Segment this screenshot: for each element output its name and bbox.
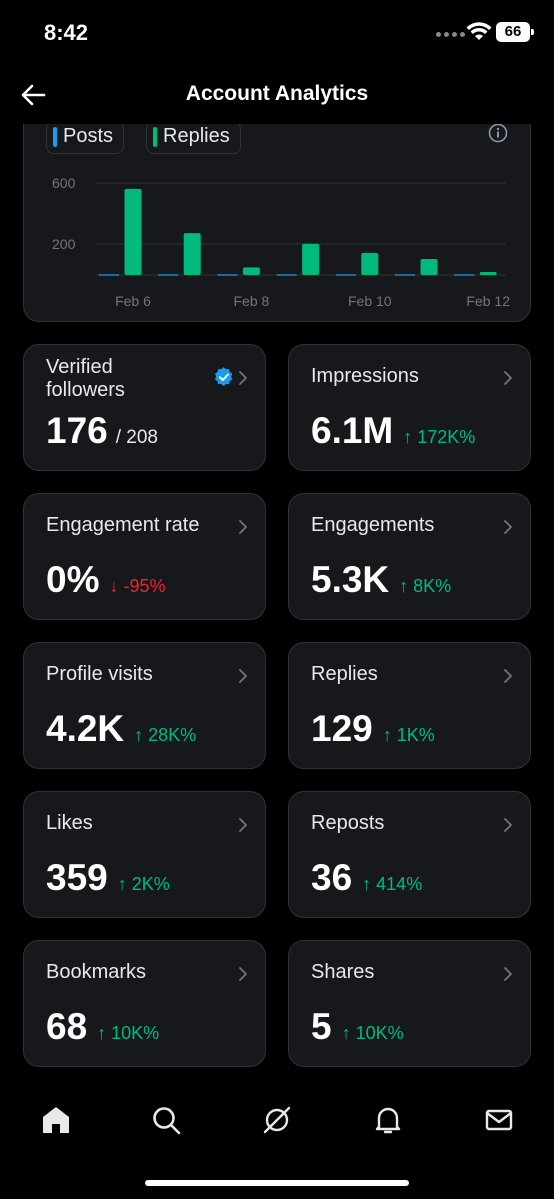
- x-tick-label: Feb 12: [466, 293, 510, 309]
- metric-total: / 208: [115, 427, 158, 448]
- bell-icon[interactable]: [372, 1104, 404, 1136]
- activity-bar-chart: 600 200 Feb 6 Feb 8 Feb 10 Feb 12: [52, 175, 510, 309]
- metric-change: ↑ 28K%: [134, 725, 197, 745]
- activity-chart-card: 600 200 Feb 6 Feb 8 Feb 10 Feb 12 Posts Repli…: [23, 90, 531, 322]
- metric-value: 6.1M: [311, 410, 394, 451]
- status-time: 8:42: [44, 20, 89, 45]
- chevron-right-icon: [239, 669, 247, 683]
- bar-replies: [479, 271, 497, 275]
- bar-replies: [124, 188, 142, 275]
- wifi-icon: [466, 22, 492, 40]
- verified-badge-icon: [214, 367, 233, 386]
- chevron-right-icon: [239, 371, 247, 385]
- metric-value: 5.3K: [311, 559, 390, 600]
- chart-legend: Posts Replies: [46, 121, 241, 154]
- legend-replies[interactable]: Replies: [146, 121, 241, 154]
- info-icon[interactable]: [488, 123, 508, 143]
- metric-value-row: 4.2K ↑ 28K%: [46, 707, 196, 757]
- metric-card-engagement-rate[interactable]: Engagement rate 0% ↓ -95%: [23, 493, 266, 620]
- metric-label: Bookmarks: [46, 961, 147, 983]
- metric-change: ↑ 10K%: [97, 1023, 160, 1043]
- y-tick-label: 600: [52, 175, 76, 191]
- metric-change: ↑ 414%: [362, 874, 423, 894]
- metric-card-likes[interactable]: Likes 359 ↑ 2K%: [23, 791, 266, 918]
- metric-value-row: 36 ↑ 414%: [311, 856, 422, 906]
- metric-label: Engagements: [311, 514, 435, 536]
- metric-value-row: 129 ↑ 1K%: [311, 707, 435, 757]
- page-title-overlay: Account Analytics: [185, 82, 369, 105]
- metric-change: ↑ 2K%: [117, 874, 170, 894]
- metric-card-shares[interactable]: Shares 5 ↑ 10K%: [288, 940, 531, 1067]
- metric-label: Reposts: [311, 812, 385, 834]
- legend-swatch-replies: [153, 126, 158, 147]
- legend-swatch-posts: [53, 126, 57, 147]
- home-icon[interactable]: [40, 1104, 72, 1136]
- metric-card-reposts[interactable]: Reposts 36 ↑ 414%: [288, 791, 531, 918]
- metric-label: Engagement rate: [46, 514, 200, 536]
- metric-value: 36: [311, 857, 353, 898]
- bar-replies: [420, 258, 438, 275]
- cellular-signal-icon: [436, 32, 466, 38]
- metric-value: 5: [311, 1006, 332, 1047]
- chevron-right-icon: [504, 818, 512, 832]
- metric-value-row: 359 ↑ 2K%: [46, 856, 170, 906]
- header-overlay: Account Analytics: [0, 66, 554, 124]
- metric-card-bookmarks[interactable]: Bookmarks 68 ↑ 10K%: [23, 940, 266, 1067]
- x-tick-label: Feb 10: [348, 293, 392, 309]
- metric-card-engagements[interactable]: Engagements 5.3K ↑ 8K%: [288, 493, 531, 620]
- metric-card-profile-visits[interactable]: Profile visits 4.2K ↑ 28K%: [23, 642, 266, 769]
- metric-label: Likes: [46, 812, 93, 834]
- chevron-right-icon: [504, 669, 512, 683]
- metric-value: 4.2K: [46, 708, 125, 749]
- metric-label: Profile visits: [46, 663, 153, 685]
- metric-card-replies[interactable]: Replies 129 ↑ 1K%: [288, 642, 531, 769]
- bar-replies: [361, 252, 379, 275]
- x-tick-label: Feb 8: [233, 293, 269, 309]
- status-bar: 8:42 66: [0, 0, 554, 66]
- back-button[interactable]: [18, 80, 48, 110]
- metric-change: ↑ 10K%: [341, 1023, 404, 1043]
- metric-value-row: 0% ↓ -95%: [46, 558, 166, 608]
- metric-value-row: 5.3K ↑ 8K%: [311, 558, 451, 608]
- bottom-nav: [0, 1080, 554, 1199]
- metric-card-verified-followers[interactable]: Verified followers 176 / 208: [23, 344, 266, 471]
- legend-label-replies: Replies: [163, 125, 230, 147]
- metric-value: 176: [46, 410, 108, 451]
- metric-value-row: 5 ↑ 10K%: [311, 1005, 404, 1055]
- metric-label: Replies: [311, 663, 378, 685]
- grok-icon[interactable]: [261, 1104, 293, 1136]
- metric-value: 68: [46, 1006, 88, 1047]
- chevron-right-icon: [504, 371, 512, 385]
- metric-change: ↑ 1K%: [382, 725, 435, 745]
- chevron-right-icon: [504, 520, 512, 534]
- y-tick-label: 200: [52, 236, 76, 252]
- metric-card-impressions[interactable]: Impressions 6.1M ↑ 172K%: [288, 344, 531, 471]
- metric-change: ↓ -95%: [109, 576, 166, 596]
- metric-label: Shares: [311, 961, 375, 983]
- metric-label: Verified followers: [46, 356, 125, 401]
- x-tick-label: Feb 6: [115, 293, 151, 309]
- metric-value: 359: [46, 857, 108, 898]
- metric-value: 0%: [46, 559, 100, 600]
- chevron-right-icon: [239, 818, 247, 832]
- search-icon[interactable]: [150, 1104, 182, 1136]
- metric-value: 129: [311, 708, 373, 749]
- chevron-right-icon: [239, 520, 247, 534]
- bar-replies: [183, 233, 201, 275]
- mail-icon[interactable]: [483, 1104, 515, 1136]
- home-indicator: [145, 1180, 409, 1186]
- chevron-right-icon: [239, 967, 247, 981]
- legend-label-posts: Posts: [63, 125, 114, 147]
- battery-indicator: 66: [496, 22, 534, 42]
- bar-replies: [302, 243, 320, 275]
- metric-change: ↑ 8K%: [399, 576, 452, 596]
- metric-value-row: 6.1M ↑ 172K%: [311, 409, 475, 459]
- legend-posts[interactable]: Posts: [46, 121, 125, 154]
- metric-label: Impressions: [311, 365, 419, 387]
- chevron-right-icon: [504, 967, 512, 981]
- metric-value-row: 68 ↑ 10K%: [46, 1005, 159, 1055]
- metric-value-row: 176 / 208: [46, 409, 158, 460]
- bar-replies: [242, 267, 260, 275]
- metric-change: ↑ 172K%: [403, 427, 476, 447]
